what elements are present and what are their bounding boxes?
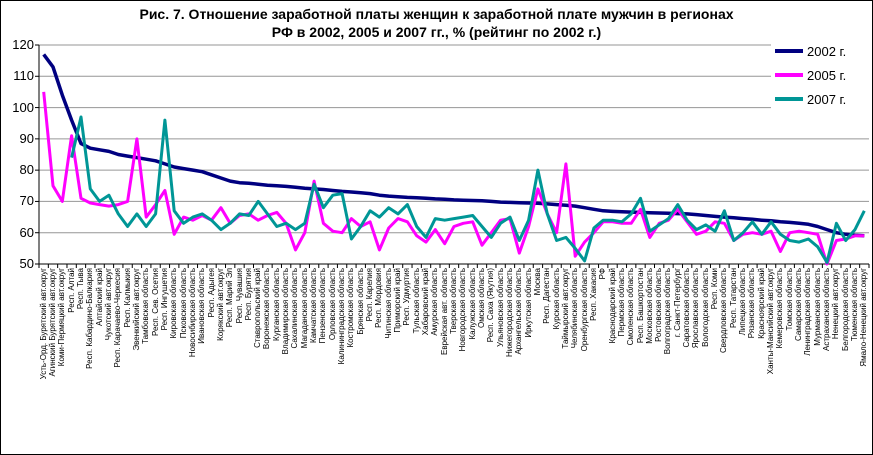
x-axis-label: Челябинская область	[570, 268, 580, 349]
legend: 2002 г. 2005 г. 2007 г.	[771, 35, 872, 115]
x-axis-label: Респ. Мордовия	[374, 268, 384, 328]
y-axis-tick-label: 50	[19, 256, 34, 271]
y-axis-tick-label: 90	[19, 130, 34, 146]
x-axis-label: Костромская область	[346, 268, 356, 348]
x-axis-label: Свердловская область	[719, 268, 729, 353]
x-axis-label: Смоленская область	[626, 268, 636, 346]
chart-title-line1: Рис. 7. Отношение заработной платы женщи…	[139, 6, 734, 22]
legend-label: 2002 г.	[807, 43, 847, 59]
legend-label: 2005 г.	[807, 67, 847, 83]
x-axis-label: Тамбовская область	[141, 268, 151, 344]
x-axis-label: Архангельская область	[514, 268, 524, 355]
legend-label: 2007 г.	[807, 91, 847, 107]
legend-item: 2002 г.	[775, 39, 872, 63]
x-axis-label: Пензенская область	[318, 268, 328, 344]
chart-title-line2: РФ в 2002, 2005 и 2007 гг., % (рейтинг п…	[271, 24, 602, 40]
legend-line-swatch	[775, 49, 803, 53]
legend-line-swatch	[775, 73, 803, 77]
x-axis-label: Респ. Кабардино-Балкария	[85, 268, 95, 369]
legend-line-swatch	[775, 97, 803, 101]
legend-item: 2005 г.	[775, 63, 872, 87]
x-axis-label: Сахалинская область	[290, 268, 300, 349]
x-axis-label: Респ. Дагестан	[542, 268, 552, 324]
x-axis-label: Кировская область	[169, 268, 179, 339]
x-axis-label: Респ. Карачаево-Черкесия	[113, 268, 123, 368]
x-axis-label: Респ. Саха (Якутия)	[486, 268, 496, 343]
x-axis-label: Ивановская область	[197, 268, 207, 344]
x-axis-label: Ярославская область	[691, 268, 701, 349]
x-axis-label: РФ	[598, 268, 608, 280]
y-axis-tick-label: 70	[19, 193, 34, 209]
chart-title: Рис. 7. Отношение заработной платы женщи…	[1, 5, 872, 41]
legend-item: 2007 г.	[775, 87, 872, 111]
x-axis-label: Ленинградская область	[803, 268, 813, 356]
y-axis-tick-label: 100	[12, 99, 34, 115]
x-axis-label: Рязанская область	[747, 268, 757, 339]
x-axis-label: Амурская область	[430, 268, 440, 336]
x-axis-label: Кемеровская область	[775, 268, 785, 349]
x-axis-label: Коми-Пермяцкий авт.округ	[57, 268, 67, 367]
x-axis-label: Респ. Чувашия	[234, 268, 244, 324]
x-axis-label: Ямало-Ненецкий авт.округ	[859, 268, 869, 367]
x-axis-label: Волгоградская область	[663, 268, 673, 355]
x-axis-label: Новгородская область	[458, 268, 468, 352]
y-axis-tick-label: 80	[19, 162, 34, 178]
y-axis-tick-label: 110	[13, 68, 34, 84]
x-axis-label: Респ. Марий Эл	[225, 268, 235, 328]
x-axis-label: Ненецкий авт.округ	[831, 268, 841, 340]
series-line-2005	[42, 91, 865, 266]
x-axis-label: Респ. Удмуртия	[402, 268, 412, 326]
y-axis-tick-label: 120	[12, 37, 34, 52]
x-axis-label: Воронежская область	[262, 268, 272, 350]
y-axis-tick-label: 60	[19, 224, 34, 240]
series-line-2007	[70, 115, 866, 264]
